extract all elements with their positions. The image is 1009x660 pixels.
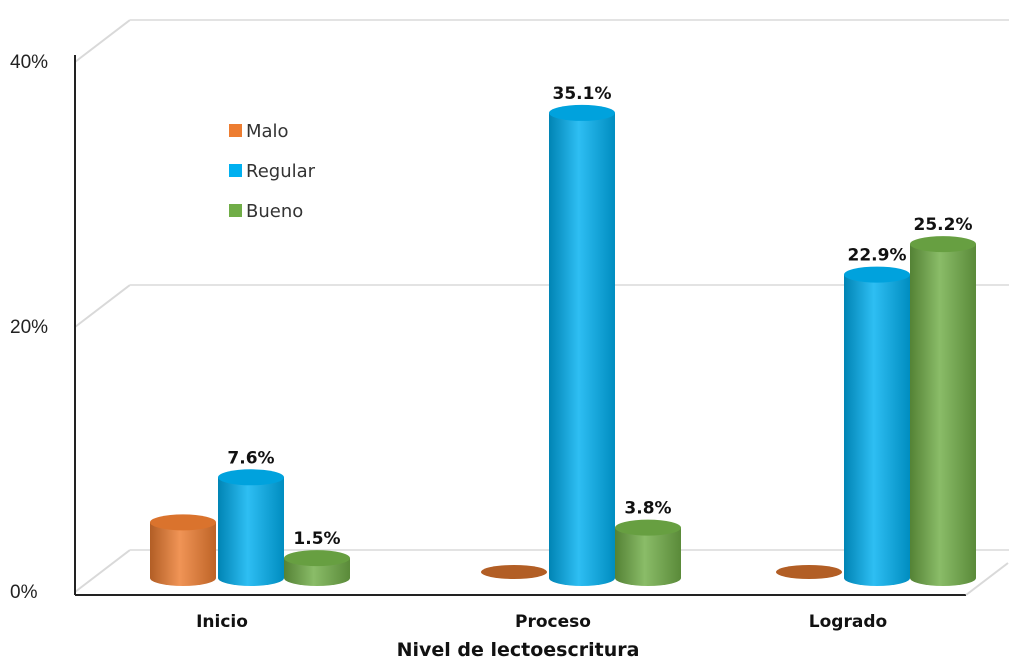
x-category-label: Logrado: [809, 612, 887, 632]
data-label: 3.8%: [624, 499, 671, 519]
bar-malo-inicio: [150, 514, 216, 586]
legend-label: Malo: [246, 121, 289, 142]
legend: Malo Regular Bueno: [229, 121, 316, 222]
x-category-label: Inicio: [196, 612, 248, 632]
data-label: 25.2%: [914, 215, 973, 235]
bar-bueno-inicio: [284, 550, 350, 586]
data-label: 1.5%: [293, 529, 340, 549]
legend-item-malo: Malo: [229, 121, 289, 142]
data-label: 7.6%: [227, 448, 274, 468]
y-axis-ticks: 0% 20% 40%: [10, 52, 48, 603]
legend-item-bueno: Bueno: [229, 201, 303, 222]
bar-bueno-logrado: [910, 236, 976, 586]
bar-bueno-proceso: [615, 519, 681, 586]
bar-regular-proceso: [549, 104, 615, 587]
x-axis-title: Nivel de lectoescritura: [397, 639, 640, 660]
legend-label: Bueno: [246, 201, 303, 222]
axes: [74, 55, 1009, 596]
bars: [150, 104, 976, 587]
x-axis-categories: Inicio Proceso Logrado: [196, 612, 887, 632]
bar-regular-inicio: [218, 469, 284, 586]
y-tick-label: 0%: [10, 582, 38, 603]
data-label: 35.1%: [553, 84, 612, 104]
x-category-label: Proceso: [515, 612, 591, 632]
legend-swatch: [229, 124, 242, 137]
legend-swatch: [229, 164, 242, 177]
y-tick-label: 40%: [10, 52, 48, 73]
bar-malo-proceso: [481, 565, 547, 579]
legend-swatch: [229, 204, 242, 217]
bar-malo-logrado: [776, 565, 842, 579]
y-tick-label: 20%: [10, 317, 48, 338]
bar-regular-logrado: [844, 266, 910, 586]
legend-label: Regular: [246, 161, 316, 182]
legend-item-regular: Regular: [229, 161, 316, 182]
data-label: 22.9%: [848, 246, 907, 266]
data-labels: 7.6% 1.5% 35.1% 3.8% 22.9% 25.2%: [227, 84, 972, 549]
